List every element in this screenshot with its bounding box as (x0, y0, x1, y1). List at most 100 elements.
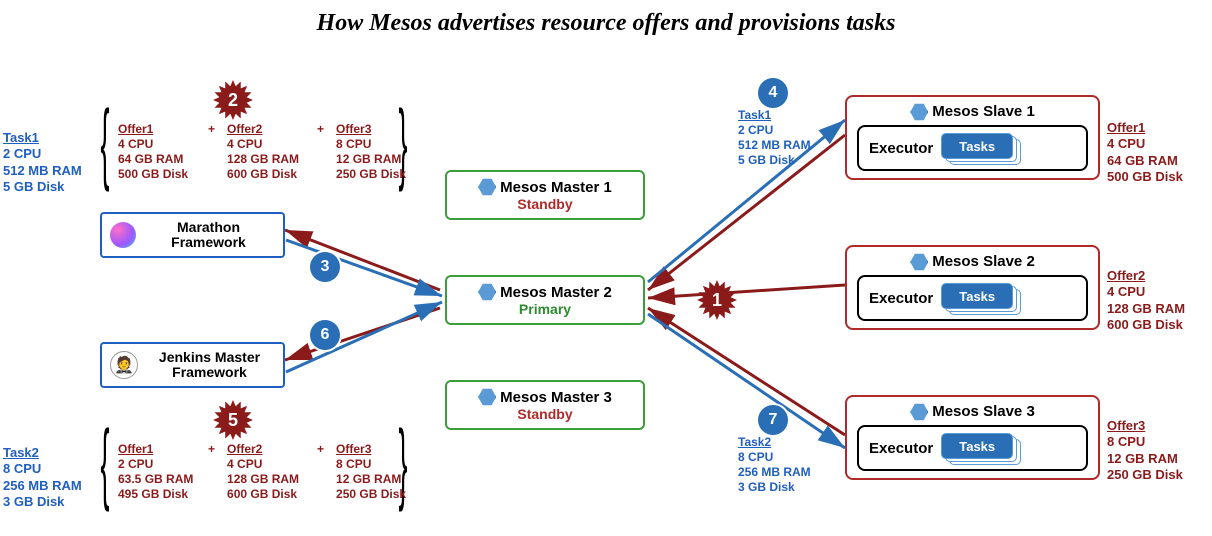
slave-title: Mesos Slave 2 (857, 253, 1088, 271)
spec-title: Offer2 (227, 122, 305, 137)
spec-line: 250 GB Disk (336, 487, 414, 502)
master-role: Standby (517, 406, 572, 422)
executor-label: Executor (869, 440, 933, 457)
spec-line: 128 GB RAM (227, 152, 305, 167)
framework-box: 🤵Jenkins MasterFramework (100, 342, 285, 388)
offer-col: Offer14 CPU64 GB RAM500 GB Disk (118, 122, 196, 182)
mesos-hex-icon (478, 388, 496, 406)
spec-line: 8 CPU (3, 461, 82, 477)
spec-line: 600 GB Disk (227, 487, 305, 502)
spec-line: 495 GB Disk (118, 487, 196, 502)
spec-line: 8 CPU (1107, 434, 1183, 450)
spec-line: 5 GB Disk (738, 153, 811, 168)
spec-title: Task2 (738, 435, 811, 450)
offer-col: Offer12 CPU63.5 GB RAM495 GB Disk (118, 442, 196, 502)
plus-sign: + (208, 122, 215, 182)
badge-number: 3 (321, 258, 330, 276)
tasks-card-front: Tasks (941, 283, 1013, 309)
spec-line: 256 MB RAM (3, 478, 82, 494)
spec-line: 2 CPU (738, 123, 811, 138)
task-spec: Task28 CPU256 MB RAM3 GB Disk (738, 435, 811, 495)
spec-title: Offer3 (336, 122, 414, 137)
offer-col: Offer24 CPU128 GB RAM600 GB Disk (227, 122, 305, 182)
spec-line: 500 GB Disk (1107, 169, 1183, 185)
bracket-left: { (101, 412, 110, 515)
offer-spec: Offer14 CPU64 GB RAM500 GB Disk (1107, 120, 1183, 185)
plus-sign: + (208, 442, 215, 502)
spec-line: 2 CPU (118, 457, 196, 472)
badge-number: 1 (712, 290, 722, 311)
spec-line: 64 GB RAM (1107, 153, 1183, 169)
plus-sign: + (317, 442, 324, 502)
slave-title: Mesos Slave 1 (857, 103, 1088, 121)
spec-title: Offer3 (1107, 418, 1183, 434)
spec-line: 4 CPU (1107, 284, 1185, 300)
spec-title: Task1 (3, 130, 82, 146)
marathon-icon (110, 222, 136, 248)
spec-line: 512 MB RAM (738, 138, 811, 153)
mesos-hex-icon (910, 253, 928, 271)
spec-title: Offer1 (118, 122, 196, 137)
tasks-stack: Tasks (941, 283, 1019, 313)
spec-line: 4 CPU (227, 457, 305, 472)
executor-box: ExecutorTasks (857, 425, 1088, 471)
edge (648, 308, 845, 435)
step-badge: 7 (758, 405, 788, 435)
spec-line: 256 MB RAM (738, 465, 811, 480)
spec-title: Task1 (738, 108, 811, 123)
master-name: Mesos Master 3 (500, 389, 612, 406)
spec-line: 250 GB Disk (1107, 467, 1183, 483)
mesos-hex-icon (910, 103, 928, 121)
badge-number: 7 (769, 411, 778, 429)
step-badge: 6 (310, 320, 340, 350)
master-name: Mesos Master 1 (500, 179, 612, 196)
mesos-slave-box: Mesos Slave 1 ExecutorTasks (845, 95, 1100, 180)
spec-line: 5 GB Disk (3, 179, 82, 195)
spec-title: Offer1 (1107, 120, 1183, 136)
executor-box: ExecutorTasks (857, 125, 1088, 171)
offer-col: Offer38 CPU12 GB RAM250 GB Disk (336, 442, 414, 502)
mesos-hex-icon (478, 283, 496, 301)
master-title: Mesos Master 3 (478, 388, 612, 406)
spec-line: 4 CPU (118, 137, 196, 152)
edge (648, 285, 845, 298)
step-badge: 4 (758, 78, 788, 108)
spec-title: Offer2 (1107, 268, 1185, 284)
spec-title: Offer3 (336, 442, 414, 457)
spec-line: 600 GB Disk (1107, 317, 1185, 333)
spec-line: 64 GB RAM (118, 152, 196, 167)
spec-line: 250 GB Disk (336, 167, 414, 182)
spec-line: 8 CPU (336, 137, 414, 152)
tasks-stack: Tasks (941, 133, 1019, 163)
spec-line: 512 MB RAM (3, 163, 82, 179)
mesos-hex-icon (910, 403, 928, 421)
master-role: Standby (517, 196, 572, 212)
step-badge: 5 (213, 400, 253, 440)
slave-title: Mesos Slave 3 (857, 403, 1088, 421)
framework-name: MarathonFramework (142, 220, 275, 251)
spec-line: 8 CPU (738, 450, 811, 465)
spec-line: 4 CPU (1107, 136, 1183, 152)
task-spec: Task28 CPU256 MB RAM3 GB Disk (3, 445, 82, 510)
mesos-master-box: Mesos Master 3Standby (445, 380, 645, 430)
tasks-card-front: Tasks (941, 133, 1013, 159)
badge-number: 6 (321, 326, 330, 344)
edge (285, 308, 440, 360)
step-badge: 1 (697, 280, 737, 320)
plus-sign: + (317, 122, 324, 182)
badge-number: 2 (228, 90, 238, 111)
spec-line: 63.5 GB RAM (118, 472, 196, 487)
mesos-slave-box: Mesos Slave 3 ExecutorTasks (845, 395, 1100, 480)
spec-line: 128 GB RAM (1107, 301, 1185, 317)
mesos-master-box: Mesos Master 1Standby (445, 170, 645, 220)
task-spec: Task12 CPU512 MB RAM5 GB Disk (738, 108, 811, 168)
spec-line: 600 GB Disk (227, 167, 305, 182)
page-title: How Mesos advertises resource offers and… (0, 10, 1212, 37)
spec-title: Task2 (3, 445, 82, 461)
master-role: Primary (519, 301, 571, 317)
master-title: Mesos Master 1 (478, 178, 612, 196)
badge-number: 4 (769, 84, 778, 102)
jenkins-icon: 🤵 (110, 351, 138, 379)
framework-name: Jenkins MasterFramework (144, 350, 275, 381)
spec-title: Offer2 (227, 442, 305, 457)
